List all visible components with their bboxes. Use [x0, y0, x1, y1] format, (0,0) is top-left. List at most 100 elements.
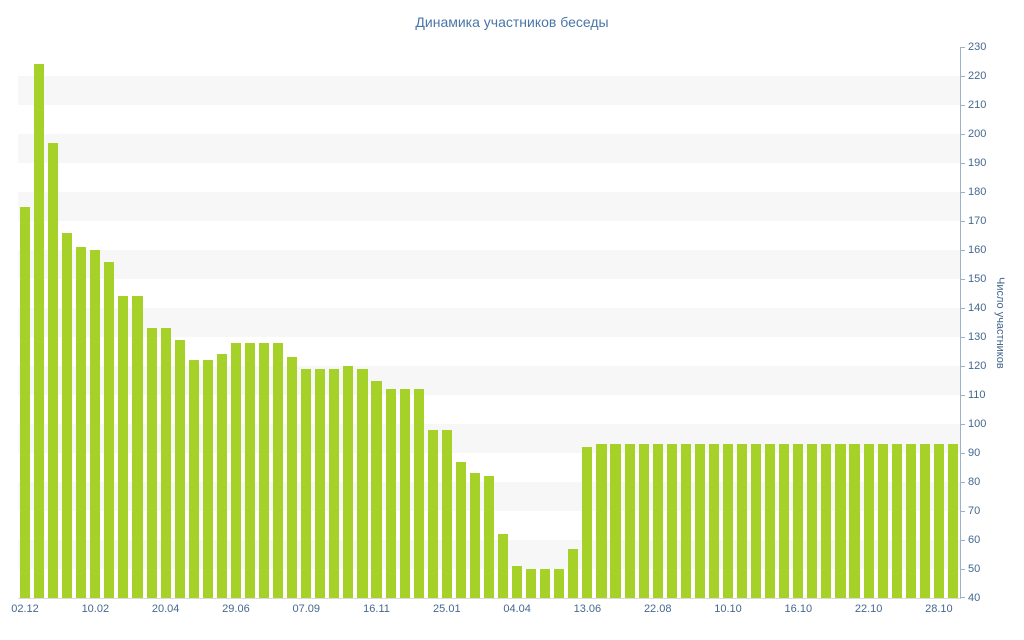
plot-area: 230 220 210 200 190 180 170 160 150 140 130 120 110 1…: [11, 41, 986, 615]
bar[interactable]: [483, 476, 495, 598]
bar[interactable]: [540, 569, 551, 598]
y-axis-tick-label: 120: [968, 360, 987, 372]
bar[interactable]: [301, 368, 312, 598]
bar[interactable]: [835, 444, 846, 598]
bar[interactable]: [497, 534, 509, 598]
y-axis-tick-label: 200: [968, 128, 987, 140]
bar[interactable]: [905, 444, 916, 598]
bar[interactable]: [230, 342, 241, 598]
bar[interactable]: [610, 444, 621, 598]
x-axis-tick-label: 04.04: [503, 603, 531, 615]
bar[interactable]: [455, 461, 466, 598]
bar[interactable]: [357, 368, 368, 598]
bar[interactable]: [273, 342, 284, 598]
x-axis-tick-label: 10.02: [81, 603, 110, 615]
bar[interactable]: [399, 389, 410, 598]
y-axis-tick: [960, 134, 965, 135]
bar[interactable]: [947, 444, 959, 598]
bar[interactable]: [863, 444, 874, 598]
bar[interactable]: [751, 444, 762, 598]
y-axis-tick-label: 80: [968, 476, 981, 488]
bar[interactable]: [315, 368, 326, 598]
bar[interactable]: [638, 444, 649, 598]
bar[interactable]: [118, 296, 129, 598]
x-axis-tick-label: 29.06: [222, 603, 250, 615]
bar[interactable]: [385, 389, 396, 598]
bar[interactable]: [666, 444, 677, 598]
bar[interactable]: [160, 328, 171, 598]
bar[interactable]: [202, 360, 213, 598]
bar[interactable]: [188, 360, 199, 598]
bar[interactable]: [737, 444, 748, 598]
x-axis-tick-label: 07.09: [292, 603, 320, 615]
bar[interactable]: [708, 444, 719, 598]
bar[interactable]: [174, 339, 185, 598]
y-axis-tick: [960, 511, 965, 512]
bar[interactable]: [821, 444, 832, 598]
y-axis-tick: [960, 482, 965, 483]
y-axis-tick-label: 60: [968, 534, 981, 546]
bar[interactable]: [76, 247, 87, 598]
bar[interactable]: [877, 444, 888, 598]
bar[interactable]: [343, 366, 354, 598]
y-axis-tick-label: 100: [968, 418, 987, 430]
bar[interactable]: [554, 569, 565, 598]
bar[interactable]: [652, 444, 663, 598]
bar[interactable]: [919, 444, 930, 598]
bar[interactable]: [793, 444, 804, 598]
y-axis-tick: [960, 366, 965, 367]
y-axis-tick-label: 140: [968, 302, 987, 314]
bar[interactable]: [596, 444, 607, 598]
x-axis-tick-label: 25.01: [433, 603, 461, 615]
bar[interactable]: [62, 232, 73, 598]
x-axis-tick-label: 16.11: [363, 603, 390, 615]
bar[interactable]: [512, 566, 523, 598]
x-axis-tick-label: 16.10: [784, 603, 813, 615]
y-axis-tick: [960, 424, 965, 425]
bar[interactable]: [146, 328, 157, 598]
bar[interactable]: [779, 444, 790, 598]
bar[interactable]: [526, 569, 537, 598]
bar[interactable]: [413, 389, 424, 598]
bar[interactable]: [48, 142, 59, 598]
bar[interactable]: [933, 444, 944, 598]
bar[interactable]: [680, 444, 691, 598]
bar[interactable]: [849, 444, 860, 598]
bar[interactable]: [582, 447, 593, 598]
y-axis-tick: [960, 250, 965, 251]
bar[interactable]: [132, 296, 143, 598]
x-axis-tick-label: 20.04: [151, 603, 180, 615]
bar[interactable]: [568, 548, 579, 598]
bar[interactable]: [807, 444, 818, 598]
y-axis-tick-label: 90: [968, 447, 981, 459]
y-axis-tick: [960, 47, 965, 48]
bar[interactable]: [258, 342, 270, 598]
y-axis-tick: [960, 337, 965, 338]
bar[interactable]: [694, 444, 705, 598]
grid-stripe: [18, 76, 960, 105]
bar[interactable]: [329, 368, 340, 598]
bar[interactable]: [34, 64, 45, 598]
bar[interactable]: [104, 261, 115, 598]
bar[interactable]: [427, 429, 438, 598]
x-axis-tick-label: 22.08: [643, 603, 672, 615]
grid-stripe: [18, 308, 960, 337]
x-axis-tick-label: 02.12: [11, 603, 39, 615]
y-axis-tick-label: 160: [968, 244, 987, 256]
bar[interactable]: [891, 444, 902, 598]
bar[interactable]: [765, 444, 776, 598]
bar[interactable]: [216, 354, 227, 598]
bar[interactable]: [244, 342, 256, 598]
y-axis-tick: [960, 163, 965, 164]
x-axis-tick-label: 22.10: [854, 603, 883, 615]
y-axis-tick-label: 190: [968, 157, 987, 169]
bar[interactable]: [441, 429, 452, 598]
bar[interactable]: [624, 444, 635, 598]
bar[interactable]: [19, 206, 31, 598]
bar[interactable]: [287, 357, 298, 598]
x-axis-tick-label: 13.06: [573, 603, 602, 615]
bar[interactable]: [469, 473, 480, 598]
bar[interactable]: [722, 444, 734, 598]
bar[interactable]: [90, 250, 101, 598]
bar[interactable]: [371, 380, 382, 598]
